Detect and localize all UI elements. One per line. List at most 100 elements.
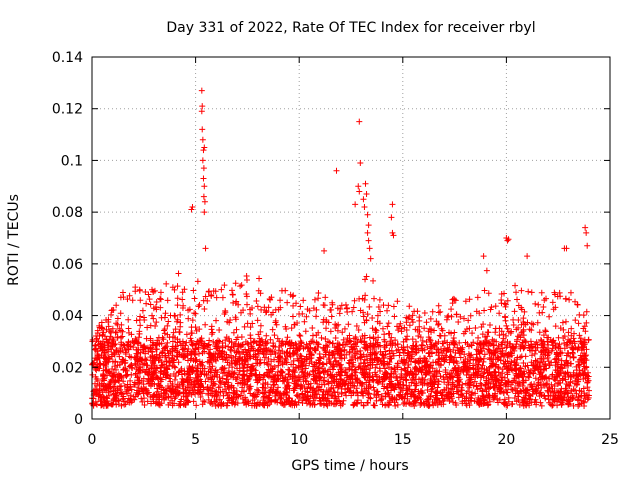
data-point: [190, 287, 197, 294]
x-tick-label: 5: [191, 432, 200, 448]
data-point: [362, 292, 369, 299]
data-point: [418, 341, 425, 348]
data-point: [483, 375, 490, 382]
data-point: [495, 354, 502, 361]
data-point: [408, 316, 415, 323]
data-point: [351, 297, 358, 304]
data-point: [369, 325, 376, 332]
data-point: [253, 298, 260, 305]
data-point: [282, 323, 289, 330]
data-point: [131, 381, 137, 388]
data-point: [522, 353, 529, 360]
data-point: [392, 402, 399, 409]
data-point: [331, 354, 338, 361]
data-point: [532, 357, 539, 364]
data-point: [485, 329, 492, 336]
data-point: [496, 332, 503, 339]
data-point: [306, 360, 313, 367]
data-point: [465, 317, 472, 324]
data-point: [165, 354, 172, 361]
data-point: [290, 292, 297, 299]
data-point: [505, 394, 512, 401]
data-point: [177, 311, 184, 318]
data-point: [430, 359, 437, 366]
data-point: [113, 302, 120, 309]
data-point: [583, 308, 590, 315]
data-point: [425, 381, 432, 388]
data-point: [317, 359, 324, 366]
x-tick-label: 25: [601, 432, 619, 448]
data-point: [338, 302, 345, 309]
data-point: [133, 317, 140, 324]
data-point: [157, 295, 164, 302]
data-point: [340, 397, 347, 404]
data-point: [233, 393, 240, 400]
data-point: [578, 397, 585, 404]
data-point: [575, 320, 582, 327]
data-point: [511, 394, 518, 401]
data-point: [179, 289, 186, 296]
data-point: [287, 401, 294, 408]
data-point: [121, 382, 128, 389]
data-point: [472, 324, 479, 331]
data-point: [569, 349, 576, 356]
data-point: [403, 400, 410, 407]
data-point: [257, 322, 264, 329]
data-point: [513, 289, 520, 296]
data-point: [257, 328, 264, 335]
data-point: [451, 354, 458, 361]
data-point: [380, 302, 387, 309]
data-point: [247, 366, 254, 373]
data-point: [116, 383, 123, 390]
data-point: [462, 339, 469, 346]
data-point: [189, 341, 196, 348]
data-point: [212, 402, 219, 409]
data-point: [333, 400, 340, 407]
data-point: [205, 341, 212, 348]
data-point: [108, 311, 115, 318]
data-point: [192, 351, 199, 358]
data-point: [262, 338, 269, 345]
data-point: [359, 295, 366, 302]
data-point: [144, 324, 151, 331]
data-point: [460, 358, 467, 365]
data-point: [358, 399, 365, 406]
data-point: [575, 362, 582, 369]
data-point: [154, 388, 161, 395]
data-point: [562, 376, 569, 383]
data-point: [402, 359, 409, 366]
data-point: [511, 308, 518, 315]
data-point: [451, 329, 458, 336]
data-point: [567, 353, 574, 360]
data-point: [137, 297, 144, 304]
data-point: [488, 304, 495, 311]
data-point: [161, 327, 168, 334]
data-point: [307, 350, 314, 357]
data-point: [169, 355, 176, 362]
data-point: [102, 354, 109, 361]
data-point: [247, 390, 254, 397]
data-point: [316, 377, 323, 384]
data-point: [575, 402, 582, 409]
data-point: [282, 376, 289, 383]
data-point: [240, 365, 247, 372]
data-point: [298, 339, 305, 346]
data-point: [213, 391, 220, 398]
data-point: [436, 368, 443, 375]
data-point: [218, 286, 225, 293]
data-point: [150, 315, 157, 322]
y-tick-label: 0.14: [52, 50, 83, 66]
data-point: [92, 373, 99, 380]
data-point: [538, 289, 545, 296]
data-point: [174, 283, 181, 290]
data-point: [434, 388, 441, 395]
data-point: [116, 353, 123, 360]
data-point: [330, 377, 337, 384]
data-point: [105, 316, 112, 323]
data-point: [485, 290, 492, 297]
data-point: [501, 300, 508, 307]
data-point: [103, 326, 110, 333]
data-point: [448, 330, 455, 337]
data-point: [502, 381, 509, 388]
